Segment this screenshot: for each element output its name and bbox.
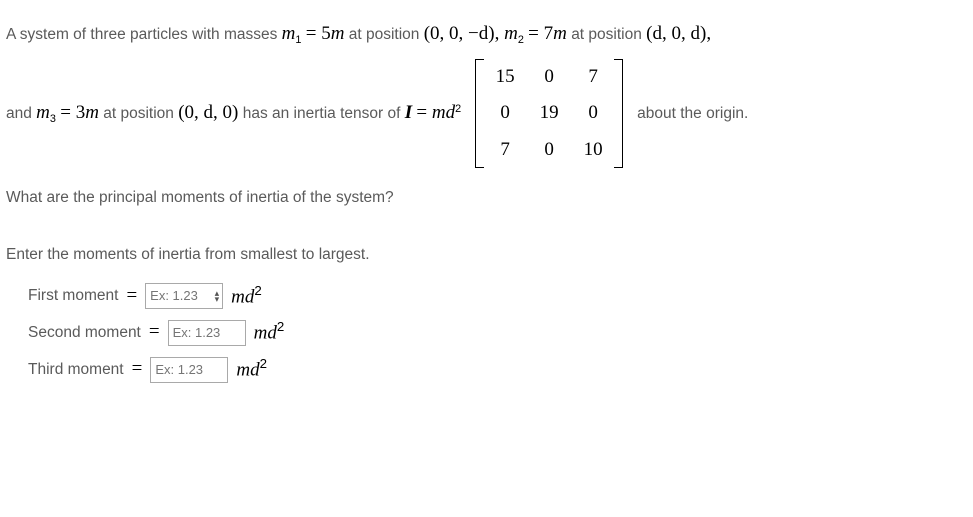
- eq-first: =: [126, 282, 137, 311]
- eq2: =: [528, 23, 543, 44]
- eq3: =: [60, 102, 75, 123]
- text-and: and: [6, 105, 36, 122]
- m3-m: m: [85, 102, 99, 123]
- I-sym: I: [405, 102, 412, 123]
- problem-line-2: and m3 = 3m at position (0, d, 0) has an…: [6, 59, 967, 169]
- eq-second: =: [149, 318, 160, 347]
- answer-inputs: First moment = ▴▾ md2 Second moment = md…: [6, 281, 967, 385]
- unit-second-sup: 2: [277, 319, 284, 334]
- unit-third: md: [236, 359, 259, 380]
- matrix-cell: 0: [538, 63, 560, 92]
- matrix-cell: 0: [494, 99, 516, 128]
- first-moment-row: First moment = ▴▾ md2: [28, 281, 967, 312]
- pos-3: (0, d, 0): [178, 102, 238, 123]
- unit-second: md: [254, 323, 277, 344]
- matrix-cell: 7: [582, 63, 604, 92]
- text-atpos-2: at position: [571, 26, 646, 43]
- first-moment-label: First moment: [28, 284, 118, 307]
- second-moment-row: Second moment = md2: [28, 317, 967, 348]
- unit-first: md: [231, 286, 254, 307]
- matrix-cell: 19: [538, 99, 560, 128]
- unit-third-sup: 2: [260, 356, 267, 371]
- text-atpos-3: at position: [103, 105, 178, 122]
- third-moment-input[interactable]: [150, 357, 228, 383]
- second-moment-input[interactable]: [168, 320, 246, 346]
- comma-2: ,: [706, 23, 711, 44]
- problem-line-1: A system of three particles with masses …: [6, 20, 967, 49]
- matrix-cell: 0: [538, 136, 560, 165]
- m2-coef: 7: [544, 23, 554, 44]
- matrix-bracket-left: [475, 59, 484, 169]
- m1-var: m: [282, 23, 296, 44]
- instruction-text: Enter the moments of inertia from smalle…: [6, 243, 967, 266]
- comma-1: ,: [495, 23, 505, 44]
- eq1: =: [306, 23, 321, 44]
- pos-1: (0, 0, −d): [424, 23, 495, 44]
- matrix-cell: 0: [582, 99, 604, 128]
- second-moment-label: Second moment: [28, 321, 141, 344]
- m2-m: m: [553, 23, 567, 44]
- m2-sub: 2: [518, 34, 524, 46]
- eq-third: =: [132, 355, 143, 384]
- text-about: about the origin.: [637, 102, 748, 125]
- unit-first-sup: 2: [254, 283, 261, 298]
- eqI: =: [416, 102, 431, 123]
- text-intro: A system of three particles with masses: [6, 26, 282, 43]
- text-tensor: has an inertia tensor of: [243, 105, 405, 122]
- m1-coef: 5: [321, 23, 331, 44]
- question-text: What are the principal moments of inerti…: [6, 186, 967, 209]
- m2-var: m: [504, 23, 518, 44]
- m1-m: m: [331, 23, 345, 44]
- first-moment-input[interactable]: [145, 283, 223, 309]
- pos-2: (d, 0, d): [646, 23, 706, 44]
- matrix-cell: 7: [494, 136, 516, 165]
- third-moment-label: Third moment: [28, 358, 124, 381]
- matrix-cell: 10: [582, 136, 604, 165]
- third-moment-row: Third moment = md2: [28, 354, 967, 385]
- inertia-matrix: 15 0 7 0 19 0 7 0 10: [475, 59, 623, 169]
- m1-sub: 1: [295, 34, 301, 46]
- matrix-cell: 15: [494, 63, 516, 92]
- matrix-bracket-right: [614, 59, 623, 169]
- m3-var: m: [36, 102, 50, 123]
- I-rhs-sup: 2: [455, 103, 461, 115]
- text-atpos-1: at position: [349, 26, 424, 43]
- m3-sub: 3: [50, 113, 56, 125]
- m3-coef: 3: [76, 102, 86, 123]
- I-rhs: md: [432, 102, 455, 123]
